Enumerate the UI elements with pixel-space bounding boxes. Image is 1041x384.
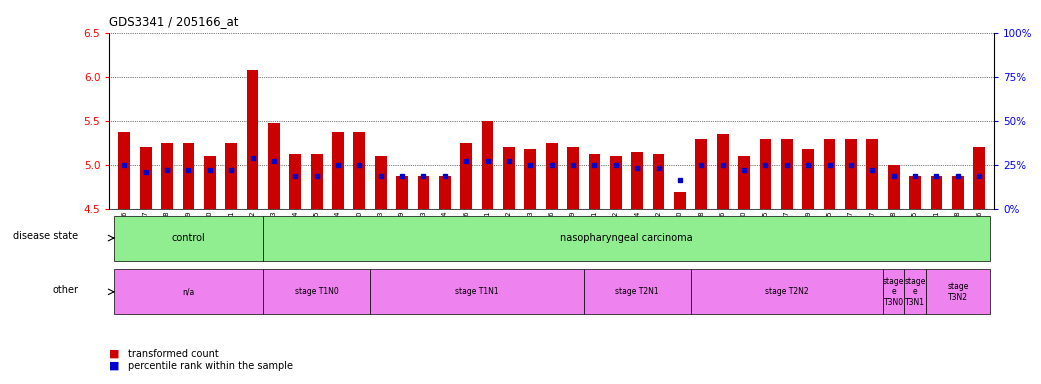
Text: stage T2N2: stage T2N2: [765, 287, 809, 296]
Bar: [584, 270, 690, 314]
Bar: [803, 149, 814, 209]
Text: n/a: n/a: [182, 287, 195, 296]
Bar: [905, 270, 925, 314]
Bar: [417, 176, 429, 209]
Bar: [653, 154, 664, 209]
Bar: [675, 192, 686, 209]
Bar: [332, 132, 344, 209]
Bar: [311, 154, 323, 209]
Bar: [610, 156, 621, 209]
Text: ■: ■: [109, 361, 120, 371]
Bar: [567, 147, 579, 209]
Bar: [289, 154, 301, 209]
Bar: [695, 139, 707, 209]
Bar: [113, 216, 263, 260]
Bar: [781, 139, 792, 209]
Bar: [482, 121, 493, 209]
Bar: [460, 143, 473, 209]
Bar: [760, 139, 771, 209]
Bar: [690, 270, 883, 314]
Text: percentile rank within the sample: percentile rank within the sample: [128, 361, 294, 371]
Text: stage T2N1: stage T2N1: [615, 287, 659, 296]
Bar: [370, 270, 584, 314]
Bar: [119, 132, 130, 209]
Text: stage T1N0: stage T1N0: [295, 287, 338, 296]
Bar: [161, 143, 173, 209]
Text: stage T1N1: stage T1N1: [455, 287, 499, 296]
Bar: [225, 143, 237, 209]
Bar: [925, 270, 990, 314]
Text: stage
e
T3N1: stage e T3N1: [905, 277, 925, 307]
Bar: [204, 156, 215, 209]
Bar: [545, 143, 558, 209]
Bar: [931, 176, 942, 209]
Bar: [973, 147, 985, 209]
Bar: [397, 176, 408, 209]
Bar: [354, 132, 365, 209]
Text: nasopharyngeal carcinoma: nasopharyngeal carcinoma: [560, 233, 693, 243]
Bar: [738, 156, 750, 209]
Bar: [375, 156, 386, 209]
Bar: [525, 149, 536, 209]
Bar: [503, 147, 515, 209]
Bar: [263, 216, 990, 260]
Bar: [717, 134, 729, 209]
Bar: [909, 176, 921, 209]
Text: disease state: disease state: [12, 231, 78, 241]
Bar: [588, 154, 601, 209]
Bar: [439, 176, 451, 209]
Text: ■: ■: [109, 349, 120, 359]
Bar: [883, 270, 905, 314]
Bar: [263, 270, 370, 314]
Bar: [845, 139, 857, 209]
Text: other: other: [52, 285, 78, 295]
Bar: [113, 270, 263, 314]
Bar: [888, 165, 899, 209]
Bar: [823, 139, 836, 209]
Bar: [139, 147, 152, 209]
Text: GDS3341 / 205166_at: GDS3341 / 205166_at: [109, 15, 238, 28]
Text: stage
T3N2: stage T3N2: [947, 282, 968, 301]
Text: control: control: [172, 233, 205, 243]
Bar: [951, 176, 964, 209]
Bar: [247, 70, 258, 209]
Text: transformed count: transformed count: [128, 349, 219, 359]
Bar: [268, 123, 280, 209]
Text: stage
e
T3N0: stage e T3N0: [883, 277, 905, 307]
Bar: [182, 143, 195, 209]
Bar: [631, 152, 643, 209]
Bar: [866, 139, 879, 209]
